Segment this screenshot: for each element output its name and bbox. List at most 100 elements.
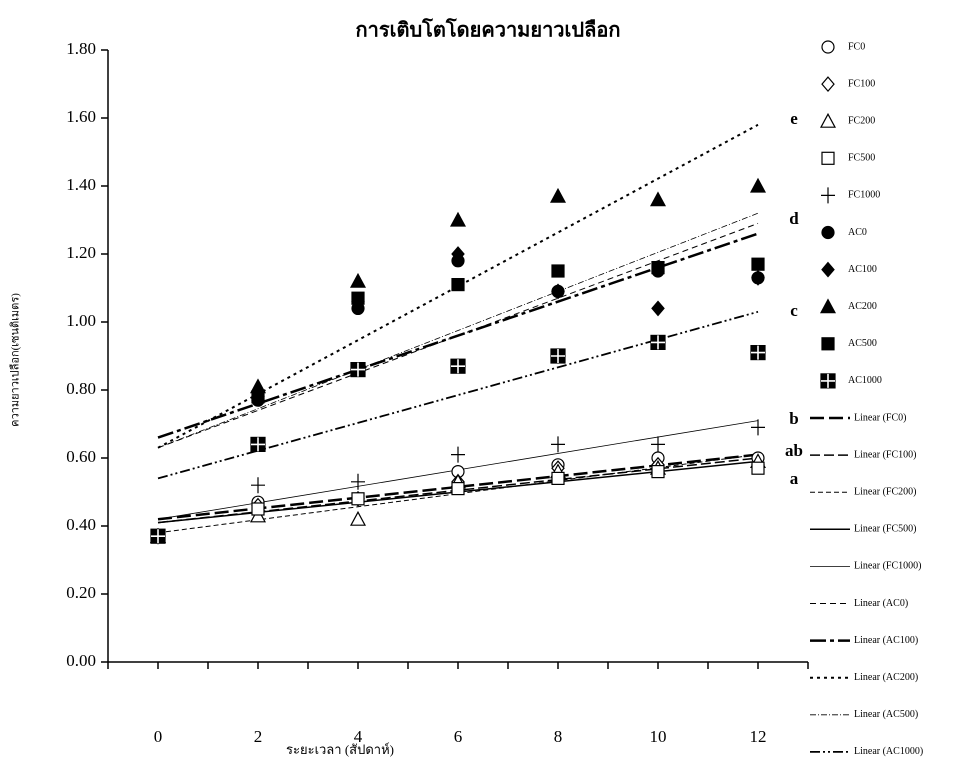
- legend-label: FC200: [848, 115, 875, 126]
- x-tick-label: 10: [650, 727, 667, 746]
- legend-label: AC100: [848, 264, 877, 275]
- marker: [552, 265, 564, 277]
- legend-label: Linear (AC0): [854, 598, 908, 609]
- marker: [352, 493, 364, 505]
- marker-shape: [552, 265, 564, 277]
- marker-shape: [351, 512, 365, 525]
- legend-label: FC1000: [848, 190, 880, 201]
- marker: [251, 437, 265, 451]
- marker-shape: [451, 213, 465, 226]
- marker-shape: [822, 263, 834, 277]
- marker-shape: [821, 187, 835, 203]
- marker-shape: [822, 227, 834, 239]
- y-tick-label: 0.80: [66, 379, 96, 398]
- marker-shape: [821, 300, 835, 313]
- marker: [552, 472, 564, 484]
- marker-shape: [651, 436, 665, 452]
- legend-label: AC500: [848, 338, 877, 349]
- marker: [151, 529, 165, 543]
- marker: [822, 77, 834, 91]
- marker-shape: [652, 466, 664, 478]
- marker-shape: [822, 41, 834, 53]
- legend-label: Linear (AC1000): [854, 746, 923, 757]
- y-tick-label: 1.80: [66, 39, 96, 58]
- legend-label: Linear (AC200): [854, 672, 918, 683]
- legend-label: Linear (AC100): [854, 635, 918, 646]
- marker-shape: [822, 338, 834, 350]
- marker: [351, 363, 365, 377]
- x-axis-label: ระยะเวลา (สัปดาห์): [286, 742, 394, 757]
- legend-label: FC100: [848, 78, 875, 89]
- y-tick-label: 0.00: [66, 651, 96, 670]
- marker-shape: [252, 391, 264, 403]
- y-tick-label: 0.60: [66, 447, 96, 466]
- marker: [551, 436, 565, 452]
- marker: [651, 335, 665, 349]
- y-tick-label: 1.40: [66, 175, 96, 194]
- marker-shape: [451, 447, 465, 463]
- marker-shape: [822, 152, 834, 164]
- marker: [451, 447, 465, 463]
- annotation: b: [789, 409, 798, 428]
- legend-label: Linear (FC100): [854, 449, 917, 460]
- marker: [822, 152, 834, 164]
- chart: การเติบโตโดยความยาวเปลือก ระยะเวลา (สัปด…: [0, 0, 964, 758]
- marker: [451, 359, 465, 373]
- x-tick-label: 6: [454, 727, 463, 746]
- marker-shape: [551, 436, 565, 452]
- annotation: a: [790, 469, 799, 488]
- legend-label: Linear (FC500): [854, 524, 917, 535]
- marker-shape: [252, 503, 264, 515]
- marker-shape: [251, 477, 265, 493]
- legend-label: AC200: [848, 301, 877, 312]
- legend-label: Linear (FC200): [854, 486, 917, 497]
- chart-title: การเติบโตโดยความยาวเปลือก: [356, 18, 621, 42]
- marker: [822, 41, 834, 53]
- marker: [652, 301, 664, 315]
- y-tick-label: 0.40: [66, 515, 96, 534]
- y-axis-label: ความยาวเปลือก(เซนติเมตร): [9, 293, 22, 427]
- marker: [651, 436, 665, 452]
- marker: [352, 292, 364, 304]
- marker: [822, 227, 834, 239]
- marker: [752, 462, 764, 474]
- marker: [551, 349, 565, 363]
- marker-shape: [752, 462, 764, 474]
- annotation: d: [789, 209, 799, 228]
- x-tick-label: 8: [554, 727, 563, 746]
- legend-label: AC0: [848, 227, 867, 238]
- marker-shape: [821, 114, 835, 127]
- marker-shape: [551, 189, 565, 202]
- marker: [822, 338, 834, 350]
- marker: [351, 274, 365, 287]
- x-tick-label: 12: [750, 727, 767, 746]
- marker: [452, 483, 464, 495]
- annotation: ab: [785, 441, 803, 460]
- marker-shape: [351, 274, 365, 287]
- marker: [821, 114, 835, 127]
- marker: [821, 374, 835, 388]
- marker-shape: [352, 292, 364, 304]
- legend-label: Linear (AC500): [854, 709, 918, 720]
- marker-shape: [822, 77, 834, 91]
- marker-shape: [652, 262, 664, 274]
- legend-label: FC0: [848, 41, 865, 52]
- marker-shape: [552, 472, 564, 484]
- legend-label: FC500: [848, 153, 875, 164]
- marker: [821, 187, 835, 203]
- marker-shape: [452, 279, 464, 291]
- y-tick-label: 0.20: [66, 583, 96, 602]
- marker-shape: [752, 258, 764, 270]
- y-tick-label: 1.20: [66, 243, 96, 262]
- y-tick-label: 1.60: [66, 107, 96, 126]
- y-tick-label: 1.00: [66, 311, 96, 330]
- legend-label: Linear (FC1000): [854, 561, 922, 572]
- marker: [751, 346, 765, 360]
- marker-shape: [652, 301, 664, 315]
- marker: [452, 279, 464, 291]
- x-tick-label: 0: [154, 727, 163, 746]
- marker: [252, 391, 264, 403]
- x-tick-label: 4: [354, 727, 363, 746]
- marker: [652, 466, 664, 478]
- marker-shape: [452, 483, 464, 495]
